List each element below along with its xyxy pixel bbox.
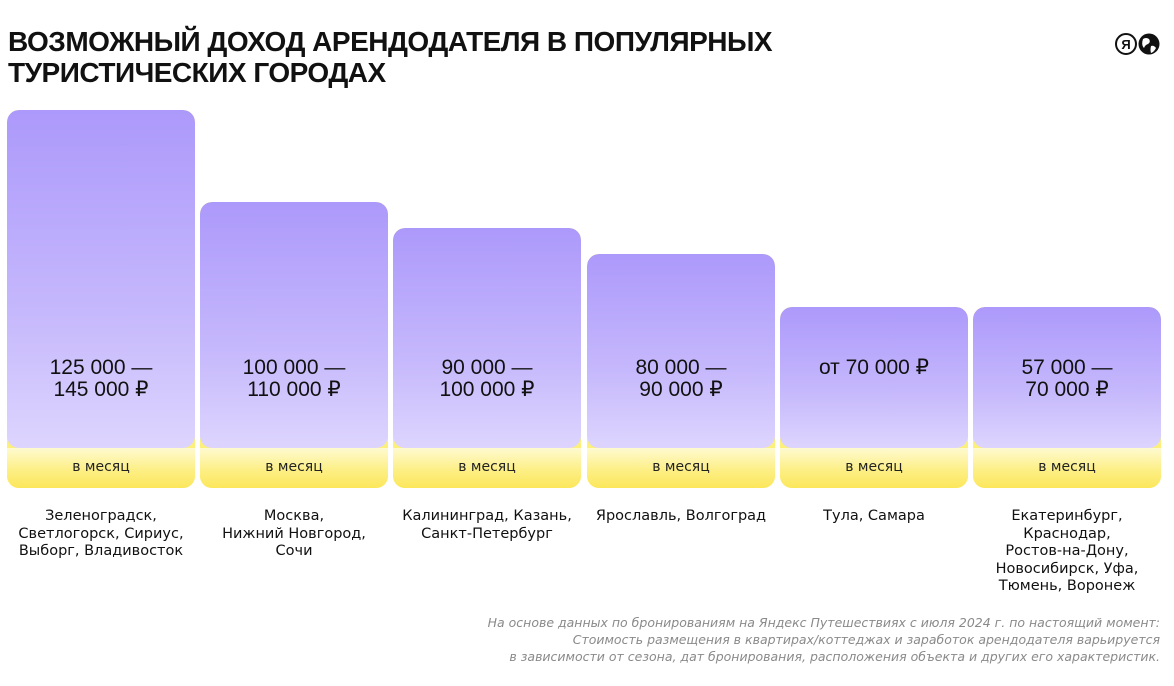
bar-fill: [780, 307, 968, 448]
bar-unit-label: в месяц: [845, 459, 903, 475]
bar-category-line: Санкт-Петербург: [421, 525, 553, 542]
bar-category-line: Выборг, Владивосток: [18, 543, 184, 559]
yandex-travel-logo: Я: [1115, 33, 1160, 55]
bar-category-line: Екатеринбург,: [1011, 508, 1123, 524]
bar-fill: [973, 307, 1161, 448]
bar-unit-label: в месяц: [265, 459, 323, 475]
bar-value-label: 57 000 —70 000 ₽: [973, 357, 1161, 401]
yandex-circle-icon: [1115, 33, 1137, 55]
bar-unit-band: [7, 448, 195, 488]
chart-title-line-2: туристических городах: [8, 57, 386, 88]
bar-category-label: Тула, Самара: [780, 508, 968, 526]
bar-value-line: 90 000 ₽: [639, 378, 723, 401]
bar-fill: [587, 254, 775, 448]
bar-value-line: 57 000 —: [1021, 356, 1113, 379]
bar-category-label: Москва, Нижний Новгород, Сочи: [200, 508, 388, 561]
bar: [393, 228, 581, 488]
bar-value-line: 100 000 ₽: [439, 378, 535, 401]
footnote-line-2: Стоимость размещения в квартирах/коттедж…: [572, 632, 1160, 647]
bar-unit-label: в месяц: [1038, 459, 1096, 475]
bar-value-line: 125 000 —: [49, 356, 153, 379]
bar-value-line: 100 000 —: [242, 356, 346, 379]
bar-value-label: 125 000 —145 000 ₽: [7, 357, 195, 401]
bar-category-label: Калининград, Казань, Санкт-Петербург: [393, 508, 581, 543]
bar-category-line: Москва,: [263, 508, 325, 524]
bar-fill: [7, 110, 195, 448]
bar-value-line: 110 000 ₽: [247, 378, 341, 401]
bar: [200, 202, 388, 488]
bar-category-line: Нижний Новгород,: [222, 525, 366, 542]
bar-category-line: Зеленоградск,: [45, 508, 157, 524]
bar-category-line: Светлогорск, Сириус,: [18, 525, 184, 542]
bar-value-line: 80 000 —: [635, 356, 727, 379]
yandex-letter: Я: [1121, 37, 1130, 52]
bar-unit-label: в месяц: [458, 459, 516, 475]
chart-title-line-1: Возможный доход арендодателя в популярны…: [8, 26, 773, 57]
bar-category-line: Новосибирск, Уфа,: [995, 560, 1139, 577]
bar-unit-band: [200, 448, 388, 488]
bar: [7, 110, 195, 488]
bar-value-label: 80 000 —90 000 ₽: [587, 357, 775, 401]
bar-category-label: Екатеринбург, Краснодар, Ростов-на-Дону, Но…: [973, 508, 1161, 596]
bar-value-label: 100 000 —110 000 ₽: [200, 357, 388, 401]
bar-category-label: Зеленоградск, Светлогорск, Сириус, Выборг,…: [7, 508, 195, 561]
bar-unit-label: в месяц: [652, 459, 710, 475]
bar-category-line: Ростов-на-Дону,: [1005, 543, 1129, 559]
bar-unit-band: [973, 448, 1161, 488]
bar-category-line: Калининград, Казань,: [402, 508, 572, 524]
bar-category-line: Ярославль, Волгоград: [595, 508, 767, 524]
bar-fill: [200, 202, 388, 448]
footnote: На основе данных по бронированиям на Янд…: [440, 614, 1160, 665]
bar-fill: [393, 228, 581, 448]
bar: [780, 307, 968, 488]
bar-unit-band: [587, 448, 775, 488]
bar-category-label: Ярославль, Волгоград: [587, 508, 775, 526]
bar-value-line: 70 000 ₽: [1025, 378, 1109, 401]
bar-value-label: 90 000 —100 000 ₽: [393, 357, 581, 401]
bar-value-line: 90 000 —: [441, 356, 533, 379]
bar: [973, 307, 1161, 488]
bar-value-line: 145 000 ₽: [53, 378, 149, 401]
footnote-line-1: На основе данных по бронированиям на Янд…: [487, 615, 1160, 630]
bar-value-line: от 70 000 ₽: [818, 356, 930, 379]
bar-category-line: Сочи: [275, 543, 313, 559]
bar-unit-band: [780, 448, 968, 488]
chart-title: Возможный доход арендодателя в популярны…: [8, 26, 888, 88]
bar-unit-label: в месяц: [72, 459, 130, 475]
globe-continents: [1142, 38, 1156, 53]
bar-unit-band: [393, 448, 581, 488]
bar: [587, 254, 775, 488]
bar-category-line: Краснодар,: [1023, 525, 1111, 542]
footnote-line-3: в зависимости от сезона, дат бронировани…: [509, 649, 1160, 664]
bar-category-line: Тюмень, Воронеж: [998, 578, 1136, 594]
bar-value-label: от 70 000 ₽: [780, 357, 968, 379]
bar-category-line: Тула, Самара: [823, 508, 925, 524]
